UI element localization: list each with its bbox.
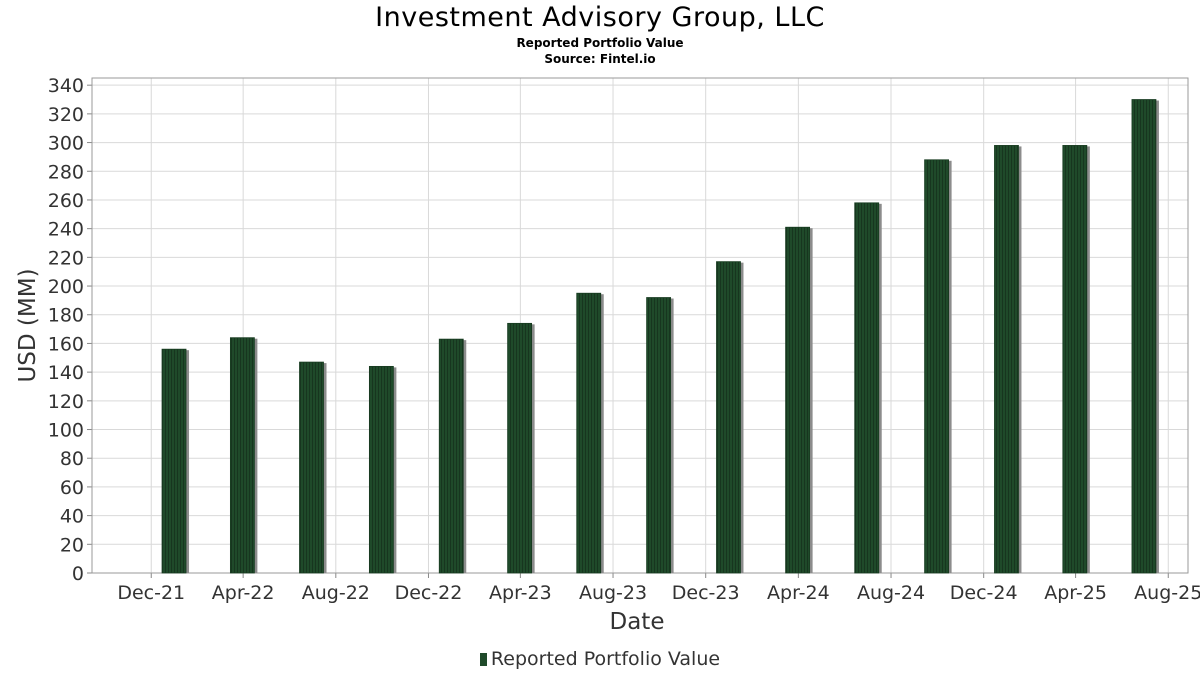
chart-title: Investment Advisory Group, LLC <box>375 2 825 33</box>
y-axis-label: USD (MM) <box>15 268 41 382</box>
y-tick-label: 40 <box>60 506 84 528</box>
bar <box>646 297 672 574</box>
y-tick-label: 280 <box>48 161 84 183</box>
bar <box>299 361 324 574</box>
y-tick-label: 100 <box>48 420 84 442</box>
bar <box>576 292 602 574</box>
y-tick-label: 160 <box>48 333 84 355</box>
x-tick-label: Apr-24 <box>767 582 830 604</box>
x-tick-label: Apr-25 <box>1044 582 1107 604</box>
x-tick-label: Dec-21 <box>117 582 185 604</box>
y-tick-label: 240 <box>48 219 84 241</box>
y-tick-label: 220 <box>48 247 84 269</box>
bar <box>1062 145 1088 574</box>
bar <box>507 322 533 574</box>
chart-subtitle: Reported Portfolio Value <box>516 36 684 50</box>
chart-source: Source: Fintel.io <box>544 52 656 66</box>
bar <box>368 365 394 574</box>
y-tick-label: 140 <box>48 362 84 384</box>
y-tick-label: 320 <box>48 104 84 126</box>
y-tick-label: 300 <box>48 133 84 155</box>
x-tick-label: Aug-22 <box>302 582 370 604</box>
y-tick-label: 120 <box>48 391 84 413</box>
x-tick-label: Apr-22 <box>212 582 275 604</box>
bar <box>438 338 464 574</box>
x-tick-label: Aug-25 <box>1134 582 1200 604</box>
x-tick-label: Dec-23 <box>672 582 740 604</box>
bar <box>924 159 949 574</box>
x-axis-label: Date <box>610 609 665 635</box>
y-tick-label: 260 <box>48 190 84 212</box>
y-tick-label: 340 <box>48 75 84 97</box>
bar <box>716 261 741 574</box>
bar <box>854 202 880 574</box>
x-tick-label: Dec-24 <box>950 582 1018 604</box>
y-tick-label: 80 <box>60 448 84 470</box>
legend-swatch <box>479 653 487 666</box>
plot-border <box>91 77 1189 574</box>
bar <box>229 337 255 574</box>
x-tick-label: Aug-23 <box>579 582 647 604</box>
x-tick-label: Dec-22 <box>395 582 463 604</box>
x-tick-label: Apr-23 <box>489 582 552 604</box>
y-tick-label: 60 <box>60 477 84 499</box>
bar <box>1131 99 1157 574</box>
bar <box>994 145 1019 574</box>
y-tick-label: 180 <box>48 305 84 327</box>
legend: Reported Portfolio Value <box>0 648 1200 670</box>
y-tick-label: 200 <box>48 276 84 298</box>
bar <box>785 226 811 574</box>
y-tick-label: 20 <box>60 534 84 556</box>
y-tick-label: 0 <box>72 563 84 585</box>
legend-label: Reported Portfolio Value <box>490 648 721 670</box>
x-tick-label: Aug-24 <box>857 582 925 604</box>
bar <box>161 348 187 574</box>
